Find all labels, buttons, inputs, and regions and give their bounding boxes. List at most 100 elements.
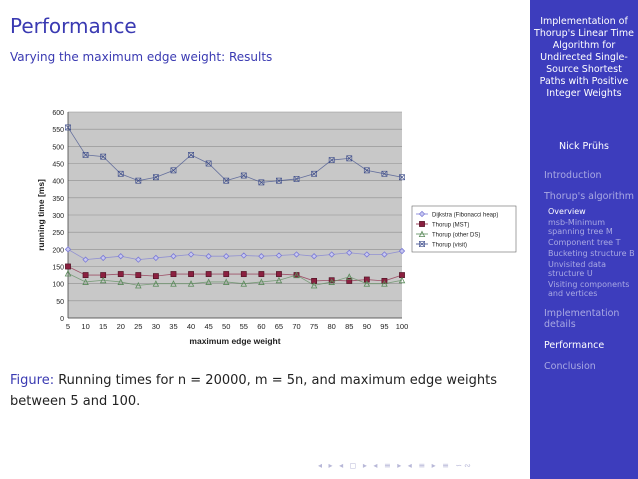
series-1-point <box>65 263 71 270</box>
sidebar-subsection-2[interactable]: Component tree T <box>548 238 621 247</box>
series-3-point <box>258 179 265 186</box>
sidebar-subsection-5[interactable]: Visiting components and vertices <box>548 280 630 298</box>
series-3-point <box>170 167 177 174</box>
series-3-point-cross <box>381 170 388 177</box>
legend-entry-2: Thorup (other DS) <box>432 233 480 239</box>
y-axis-label: running time [ms] <box>36 179 46 251</box>
sidebar-section-4[interactable]: Conclusion <box>544 361 596 372</box>
series-2-point <box>398 276 406 284</box>
series-3-point-cross <box>223 177 230 184</box>
sidebar-author[interactable]: Nick Prühs <box>559 141 609 152</box>
series-0-point <box>82 256 89 263</box>
caption-label: Figure: <box>10 373 55 388</box>
series-3-point-cross <box>65 124 71 131</box>
x-tick-label: 20 <box>117 322 125 331</box>
y-tick-label: 600 <box>52 110 64 117</box>
series-3-point <box>240 172 247 179</box>
y-tick-label: 400 <box>52 179 64 186</box>
sidebar-section-0[interactable]: Introduction <box>544 170 602 181</box>
series-2-point <box>275 276 283 284</box>
y-tick-label: 100 <box>52 282 64 289</box>
legend-marker-2 <box>418 230 426 238</box>
series-line-0 <box>67 248 403 261</box>
legend-marker-0 <box>418 210 426 218</box>
series-3-point <box>205 160 212 167</box>
series-2-point <box>205 278 212 285</box>
series-0-point <box>223 253 230 260</box>
series-3-point <box>100 153 107 160</box>
x-tick-label: 30 <box>152 322 160 331</box>
sidebar-subsection-1[interactable]: msb-Minimum spanning tree M <box>548 218 613 236</box>
series-3-point-cross <box>170 167 177 174</box>
series-2-point <box>293 271 300 279</box>
series-0-point <box>328 251 335 258</box>
sidebar-talk-title[interactable]: Implementation of Thorup's Linear Time A… <box>534 16 634 99</box>
beamer-navigation-symbols[interactable]: ◂ ▸ ◂ ◻ ▸ ◂ ≡ ▸ ◂ ≡ ▸ ≡ ∽∾ <box>318 461 473 470</box>
slide-main: Performance Varying the maximum edge wei… <box>10 14 520 470</box>
sidebar-subsection-3[interactable]: Bucketing structure B <box>548 249 635 258</box>
series-2-point <box>328 278 335 285</box>
legend-marker-3-cross <box>419 241 425 247</box>
sidebar-section-1[interactable]: Thorup's algorithm <box>544 191 635 202</box>
series-line-3 <box>67 127 403 183</box>
series-3-point <box>82 152 89 158</box>
x-tick-label: 90 <box>363 322 371 331</box>
series-1-point <box>223 271 230 277</box>
series-3-point-cross <box>135 177 142 184</box>
y-tick-label: 250 <box>52 230 64 237</box>
series-2-point <box>117 278 124 285</box>
y-tick-label: 350 <box>52 196 64 203</box>
series-0-point <box>293 251 300 258</box>
legend-marker-3 <box>419 241 425 247</box>
series-0-point <box>64 246 72 253</box>
series-2-point <box>363 280 371 287</box>
series-1-point <box>276 271 282 277</box>
series-line-2 <box>67 273 403 286</box>
sidebar-section-3[interactable]: Performance <box>544 340 605 351</box>
series-1-point <box>117 271 124 277</box>
caption-text: Running times for n = 20000, m = 5n, and… <box>10 373 497 409</box>
figure-caption: Figure: Running times for n = 20000, m =… <box>10 370 520 412</box>
series-3-point <box>363 167 370 174</box>
series-2-point <box>135 281 142 289</box>
series-3-point <box>65 124 71 131</box>
x-tick-label: 50 <box>222 322 230 331</box>
x-tick-label: 40 <box>187 322 195 331</box>
series-1-point <box>152 273 159 280</box>
series-line-1 <box>67 266 403 282</box>
series-3-point <box>328 157 335 163</box>
series-0-point <box>310 253 318 260</box>
x-tick-label: 80 <box>328 322 336 331</box>
series-2-point <box>310 281 318 289</box>
series-3-point <box>346 155 353 162</box>
frame-title: Performance <box>10 14 137 38</box>
series-2-point <box>99 276 107 284</box>
series-0-point <box>99 254 107 262</box>
sidebar-subsection-4[interactable]: Unvisited data structure U <box>548 260 606 278</box>
series-0-point <box>152 254 160 262</box>
series-3-point <box>188 152 194 158</box>
legend-entry-1: Thorup (MST) <box>432 223 469 229</box>
x-tick-label: 70 <box>292 322 300 331</box>
series-2-point <box>346 273 353 280</box>
series-3-point-cross <box>82 152 89 158</box>
series-0-point <box>346 249 353 256</box>
sidebar-subsection-0[interactable]: Overview <box>548 207 586 216</box>
x-tick-label: 65 <box>275 322 283 331</box>
series-3-point-cross <box>100 153 106 160</box>
y-tick-label: 0 <box>60 316 64 323</box>
series-3-point-cross <box>276 177 282 184</box>
x-tick-label: 5 <box>66 322 70 331</box>
x-tick-label: 75 <box>310 322 318 331</box>
series-1-point <box>258 271 265 277</box>
sidebar-section-2[interactable]: Implementation details <box>544 308 620 330</box>
series-3-point <box>399 174 405 181</box>
y-tick-label: 150 <box>52 265 64 272</box>
series-3-point-cross <box>240 172 247 179</box>
y-tick-label: 450 <box>52 162 64 169</box>
series-0-point <box>258 253 265 260</box>
series-3-point-cross <box>258 179 265 186</box>
series-0-point <box>363 251 371 258</box>
series-3-point-cross <box>311 170 317 177</box>
series-0-point <box>240 252 247 259</box>
